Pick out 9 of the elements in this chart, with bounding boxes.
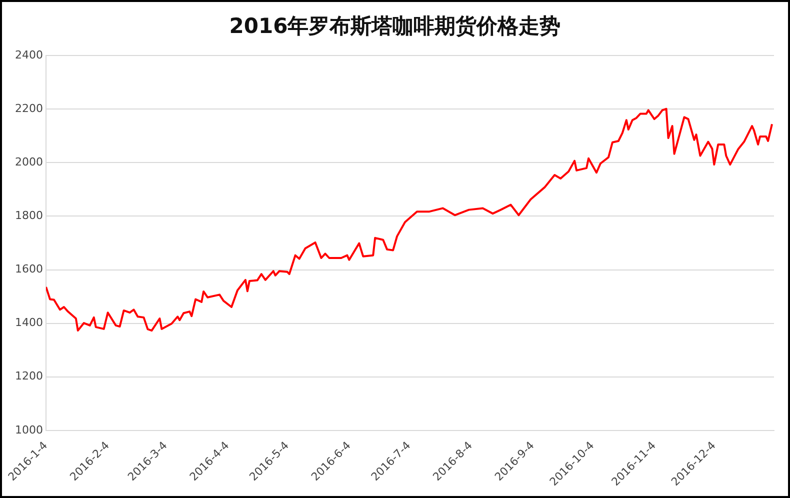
y-tick-label: 2000 [14,156,43,169]
y-tick-label: 2200 [14,102,43,116]
y-tick-label: 1600 [14,262,43,276]
y-tick-label: 1000 [14,423,43,436]
y-tick-label: 1200 [14,370,43,383]
y-tick-label: 1400 [14,316,43,330]
y-tick-label: 1800 [14,209,43,222]
y-tick-label: 2400 [14,48,43,62]
chart-title: 2016年罗布斯塔咖啡期货价格走势 [228,13,562,40]
